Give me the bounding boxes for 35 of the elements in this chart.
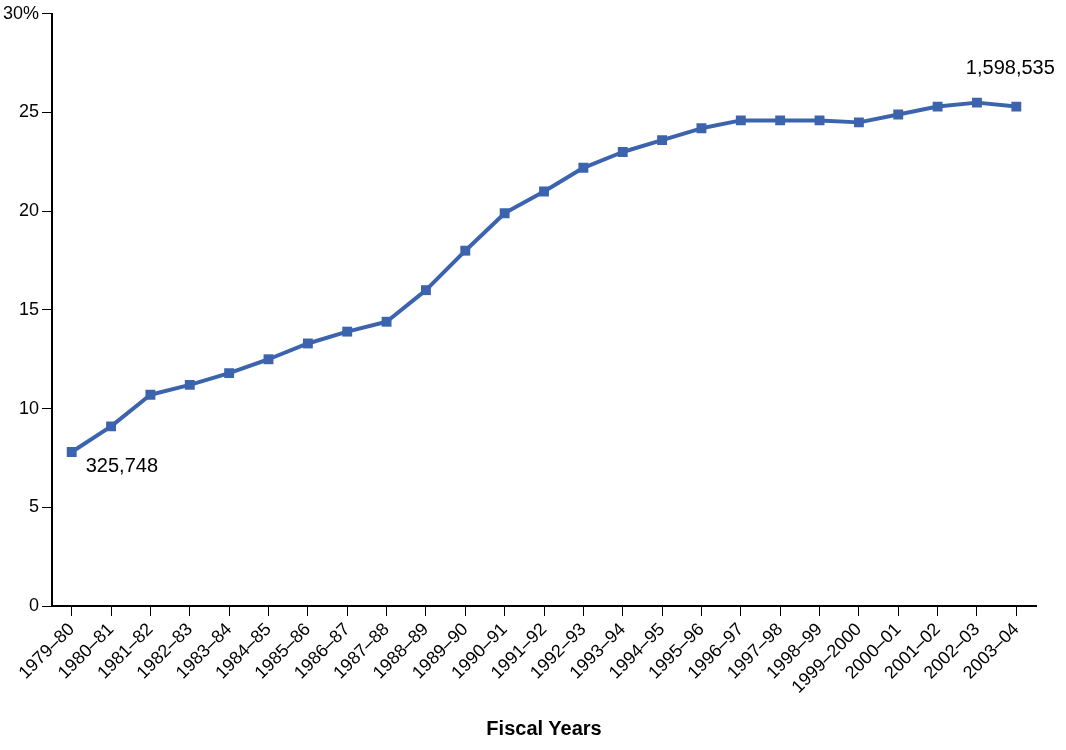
- point: [499, 208, 510, 219]
- y-tick-label: 25: [19, 101, 40, 122]
- y-tick-label: 5: [29, 496, 40, 517]
- point: [106, 421, 117, 432]
- point: [853, 117, 864, 128]
- point: [617, 147, 628, 157]
- point: [932, 101, 943, 112]
- point: [696, 123, 707, 134]
- annotation: 325,748: [85, 453, 158, 476]
- y-tick-label: 20: [19, 200, 40, 221]
- y-tick-label: 30%: [3, 2, 40, 23]
- point: [381, 316, 392, 327]
- point: [657, 135, 668, 146]
- y-tick-label: 15: [19, 298, 40, 319]
- point: [342, 326, 353, 337]
- point: [539, 186, 549, 197]
- y-tick-label: 10: [19, 397, 40, 418]
- point: [302, 338, 313, 349]
- point: [263, 354, 274, 365]
- point: [972, 97, 982, 108]
- point: [145, 389, 156, 400]
- x-axis-title: Fiscal Years: [486, 716, 602, 739]
- annotation: 1,598,535: [965, 56, 1055, 79]
- point: [224, 368, 235, 379]
- point: [893, 109, 904, 120]
- point: [184, 379, 195, 390]
- point: [814, 115, 825, 126]
- point: [578, 162, 589, 173]
- point: [775, 115, 786, 126]
- point: [460, 245, 471, 256]
- y-tick-label: 0: [29, 594, 40, 615]
- point: [66, 447, 77, 457]
- point: [735, 115, 746, 126]
- point: [420, 285, 431, 296]
- point: [1011, 101, 1022, 112]
